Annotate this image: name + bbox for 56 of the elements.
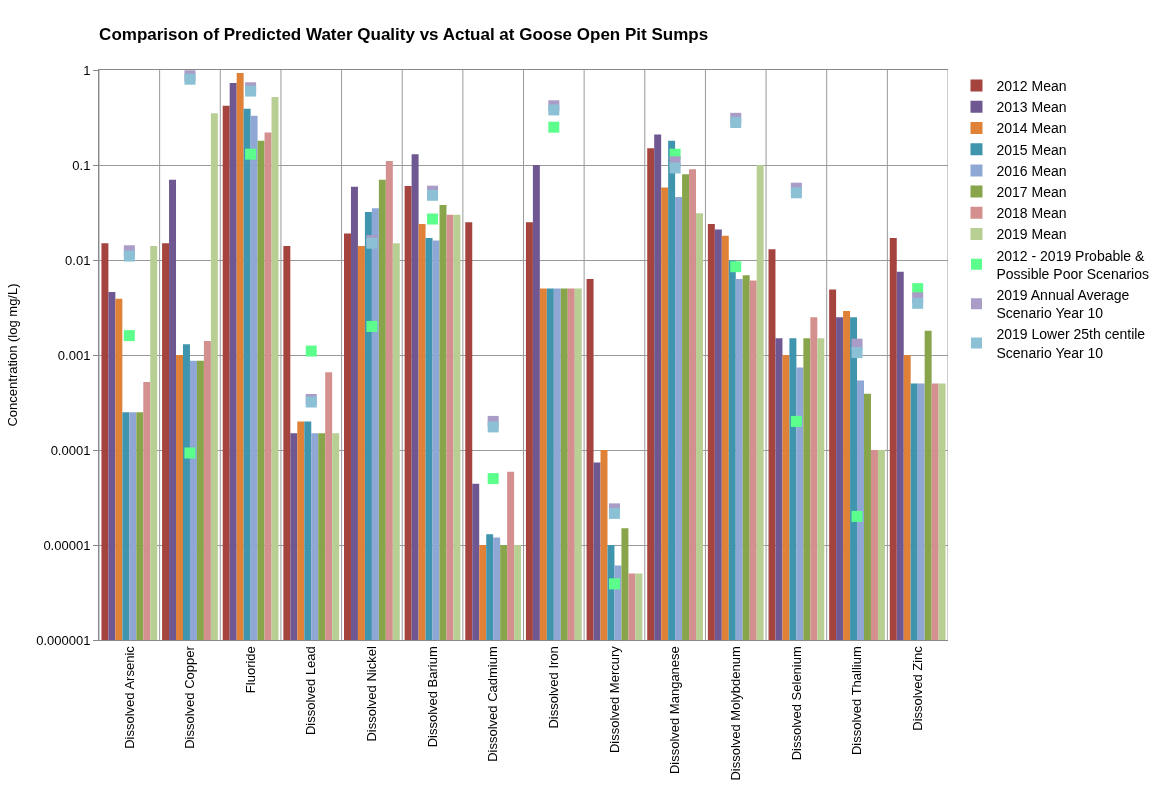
point bbox=[608, 578, 620, 590]
point bbox=[487, 473, 499, 485]
legend-label: 2018 Mean bbox=[996, 205, 1067, 222]
x-tick-label: Fluoride bbox=[242, 646, 258, 694]
y-tick-label: 1 bbox=[83, 62, 91, 78]
point bbox=[305, 345, 317, 357]
x-tick-label: Dissolved Iron bbox=[546, 646, 562, 729]
x-tick-label: Dissolved Arsenic bbox=[121, 645, 137, 749]
legend-label: 2014 Mean bbox=[996, 120, 1067, 137]
point bbox=[790, 415, 802, 427]
y-tick-label: 0.0001 bbox=[50, 442, 91, 458]
point bbox=[184, 447, 196, 459]
x-tick-label: Dissolved Selenium bbox=[788, 646, 804, 761]
point bbox=[123, 250, 135, 262]
legend-label: 2019 Mean bbox=[996, 226, 1067, 243]
point bbox=[427, 189, 439, 201]
x-tick-label: Dissolved Molybdenum bbox=[727, 646, 743, 781]
y-tick-label: 0.000001 bbox=[36, 632, 91, 648]
point bbox=[548, 121, 560, 133]
legend-label: 2012 Mean bbox=[996, 78, 1067, 95]
x-tick-label: Dissolved Barium bbox=[424, 646, 440, 748]
legend-label: 2017 Mean bbox=[996, 184, 1067, 201]
point bbox=[851, 510, 863, 522]
legend-label: 2019 Lower 25th centile Scenario Year 10 bbox=[996, 326, 1146, 361]
point bbox=[366, 320, 378, 332]
x-tick-label: Dissolved Copper bbox=[182, 645, 198, 749]
point bbox=[730, 261, 742, 273]
point bbox=[851, 347, 863, 359]
point bbox=[245, 148, 257, 160]
x-tick-label: Dissolved Manganese bbox=[667, 646, 683, 775]
point bbox=[548, 104, 560, 116]
y-tick-label: 0.1 bbox=[72, 157, 91, 173]
legend-label: 2016 Mean bbox=[996, 162, 1067, 179]
point bbox=[487, 421, 499, 433]
chart-title: Comparison of Predicted Water Quality vs Actual at Goose Open Pit Sumps bbox=[99, 24, 709, 44]
point bbox=[669, 162, 681, 174]
legend-label: 2019 Annual Average Scenario Year 10 bbox=[996, 287, 1130, 322]
point bbox=[427, 213, 439, 225]
x-tick-label: Dissolved Thallium bbox=[849, 646, 865, 756]
x-tick-label: Dissolved Mercury bbox=[606, 645, 622, 754]
x-tick-label: Dissolved Cadmium bbox=[485, 646, 501, 762]
y-tick-label: 0.01 bbox=[65, 252, 91, 268]
legend-label: 2015 Mean bbox=[996, 141, 1067, 158]
y-tick-label: 0.00001 bbox=[43, 537, 91, 553]
legend-label: 2012 - 2019 Probable & Possible Poor Scenarios bbox=[996, 247, 1150, 282]
point bbox=[123, 330, 135, 342]
point bbox=[608, 507, 620, 519]
point bbox=[730, 117, 742, 129]
x-tick-label: Dissolved Zinc bbox=[909, 645, 925, 731]
point bbox=[790, 187, 802, 199]
y-axis-title: Concentration (log mg/L) bbox=[5, 283, 21, 427]
x-tick-label: Dissolved Lead bbox=[303, 646, 319, 736]
legend-label: 2013 Mean bbox=[996, 99, 1067, 116]
x-tick-label: Dissolved Nickel bbox=[364, 646, 380, 742]
point bbox=[912, 297, 924, 309]
y-tick-label: 0.001 bbox=[57, 347, 91, 363]
